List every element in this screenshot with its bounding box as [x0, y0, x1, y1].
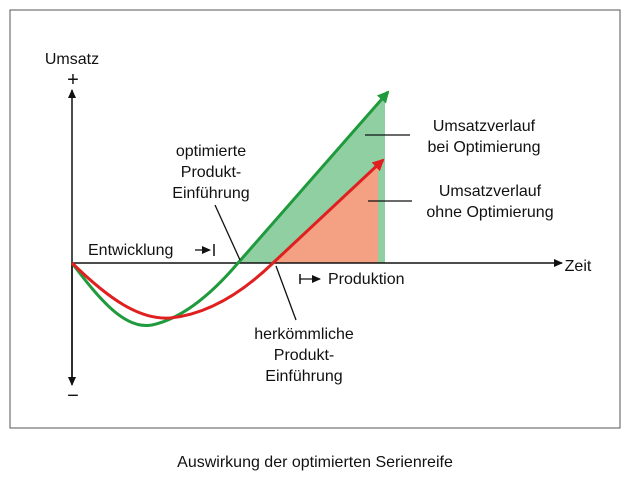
label: herkömmliche: [254, 326, 354, 343]
label: optimierte: [176, 143, 246, 160]
curve-not-optimized: [70, 158, 385, 320]
label: Einführung: [172, 185, 249, 202]
legend-label: Umsatzverlauf: [433, 118, 536, 135]
pointer: [214, 204, 241, 261]
legend-label: Umsatzverlauf: [439, 183, 542, 200]
x-axis-label: Zeit: [565, 258, 592, 275]
plus-sign: +: [67, 69, 79, 91]
legend-label: ohne Optimierung: [426, 204, 553, 221]
label: Entwicklung: [88, 242, 173, 259]
caption: Auswirkung der optimierten Serienreife: [177, 454, 453, 471]
pointer: [275, 265, 297, 321]
label: Produktion: [328, 271, 405, 288]
label: Produkt-: [274, 347, 334, 364]
y-axis-label: Umsatz: [45, 51, 99, 68]
frame: [9, 9, 621, 429]
label: Einführung: [265, 368, 342, 385]
label: Produkt-: [181, 164, 241, 181]
curve-optimized: [70, 90, 390, 328]
legend-label: bei Optimierung: [428, 139, 541, 156]
minus-sign: −: [67, 385, 79, 407]
